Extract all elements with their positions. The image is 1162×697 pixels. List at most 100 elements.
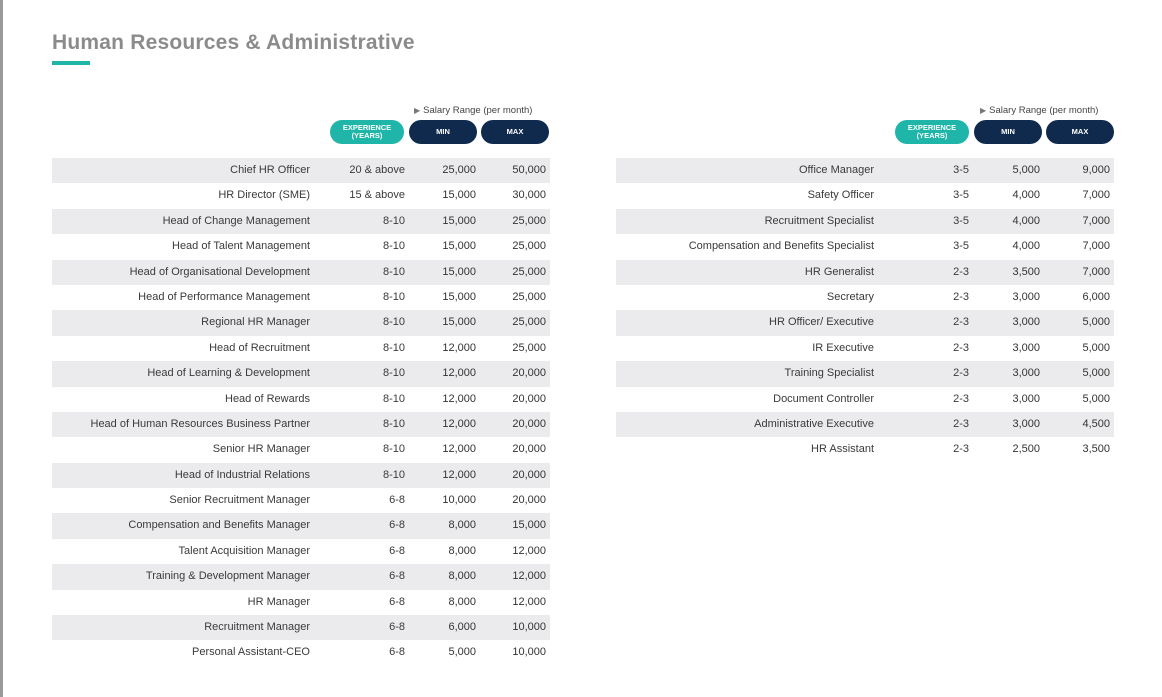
table-row: HR Officer/ Executive 2-3 3,000 5,000 <box>616 310 1114 336</box>
max-salary-cell: 6,000 <box>1082 290 1110 303</box>
min-salary-cell: 5,000 <box>1012 164 1040 176</box>
role-cell: Head of Organisational Development <box>129 265 310 278</box>
role-cell: Administrative Executive <box>754 417 874 430</box>
table-row: Head of Learning & Development 8-10 12,000… <box>52 361 550 387</box>
max-salary-cell: 12,000 <box>512 570 546 583</box>
left-salary-table: ▶ Salary Range (per month) EXPERIENCE (YEA… <box>52 105 550 675</box>
min-salary-cell: 3,000 <box>1012 417 1040 430</box>
experience-cell: 8-10 <box>382 240 405 253</box>
table-row: Safety Officer 3-5 4,000 7,000 <box>616 183 1114 208</box>
min-salary-cell: 12,000 <box>442 341 476 354</box>
table-row: Head of Industrial Relations 8-10 12,000 20… <box>52 462 550 489</box>
min-salary-cell: 12,000 <box>442 468 476 481</box>
table-row: Document Controller 2-3 3,000 5,000 <box>616 387 1114 412</box>
page-title: Human Resources & Administrative <box>52 31 415 54</box>
role-cell: Head of Performance Management <box>138 290 310 303</box>
experience-cell: 2-3 <box>953 316 969 329</box>
min-salary-cell: 3,000 <box>1012 367 1040 380</box>
max-salary-cell: 25,000 <box>512 240 546 253</box>
max-salary-cell: 7,000 <box>1082 240 1110 253</box>
min-salary-cell: 3,500 <box>1012 265 1040 278</box>
role-cell: Head of Talent Management <box>172 240 310 253</box>
min-salary-cell: 12,000 <box>442 417 476 430</box>
min-salary-cell: 15,000 <box>442 214 476 227</box>
min-salary-cell: 4,000 <box>1012 189 1040 202</box>
role-cell: Secretary <box>826 290 874 303</box>
min-salary-cell: 15,000 <box>442 189 476 202</box>
table-row: Chief HR Officer 20 & above 25,000 50,000 <box>52 158 550 184</box>
role-cell: HR Manager <box>247 595 310 608</box>
max-salary-cell: 3,500 <box>1082 443 1110 456</box>
max-salary-cell: 20,000 <box>512 367 546 380</box>
max-salary-cell: 25,000 <box>512 214 546 227</box>
table-row: Office Manager 3-5 5,000 9,000 <box>616 158 1114 184</box>
min-salary-cell: 2,500 <box>1012 443 1040 456</box>
role-cell: Talent Acquisition Manager <box>178 544 310 557</box>
experience-cell: 2-3 <box>953 265 969 278</box>
role-cell: Head of Learning & Development <box>147 367 310 380</box>
experience-cell: 3-5 <box>953 214 969 227</box>
max-salary-cell: 25,000 <box>512 341 546 354</box>
table-row: Recruitment Specialist 3-5 4,000 7,000 <box>616 208 1114 235</box>
experience-cell: 3-5 <box>953 164 969 176</box>
experience-cell: 6-8 <box>389 519 405 532</box>
min-header: MIN <box>974 120 1042 144</box>
max-salary-cell: 5,000 <box>1082 367 1110 380</box>
min-salary-cell: 15,000 <box>442 265 476 278</box>
role-cell: HR Director (SME) <box>218 189 310 202</box>
experience-cell: 8-10 <box>382 316 405 329</box>
max-salary-cell: 25,000 <box>512 316 546 329</box>
experience-cell: 8-10 <box>382 214 405 227</box>
role-cell: Office Manager <box>798 164 874 176</box>
table-row: Regional HR Manager 8-10 15,000 25,000 <box>52 310 550 336</box>
role-cell: HR Generalist <box>804 265 874 278</box>
experience-cell: 2-3 <box>953 392 969 405</box>
role-cell: Head of Recruitment <box>209 341 310 354</box>
max-salary-cell: 20,000 <box>512 468 546 481</box>
min-salary-cell: 3,000 <box>1012 392 1040 405</box>
table-row: Administrative Executive 2-3 3,000 4,500 <box>616 411 1114 438</box>
role-cell: Senior HR Manager <box>212 443 310 456</box>
experience-cell: 2-3 <box>953 443 969 456</box>
min-salary-cell: 8,000 <box>448 570 476 583</box>
role-cell: Head of Human Resources Business Partner <box>90 417 311 430</box>
experience-cell: 3-5 <box>953 189 969 202</box>
experience-cell: 6-8 <box>389 494 405 507</box>
play-triangle-icon: ▶ <box>980 106 987 115</box>
experience-cell: 8-10 <box>382 468 405 481</box>
table-row: Head of Recruitment 8-10 12,000 25,000 <box>52 336 550 361</box>
min-salary-cell: 4,000 <box>1012 240 1040 253</box>
experience-cell: 20 & above <box>349 164 405 176</box>
table-row: Recruitment Manager 6-8 6,000 10,000 <box>52 615 550 641</box>
experience-cell: 6-8 <box>389 646 405 659</box>
role-cell: Document Controller <box>773 392 874 405</box>
max-salary-cell: 20,000 <box>512 392 546 405</box>
salary-range-label: ▶ Salary Range (per month) <box>980 105 1099 116</box>
experience-cell: 3-5 <box>953 240 969 253</box>
table-row: Head of Human Resources Business Partner… <box>52 411 550 438</box>
max-salary-cell: 12,000 <box>512 544 546 557</box>
table-row: Training & Development Manager 6-8 8,000 12… <box>52 564 550 590</box>
min-salary-cell: 12,000 <box>442 392 476 405</box>
experience-cell: 2-3 <box>953 290 969 303</box>
table-row: Senior Recruitment Manager 6-8 10,000 20,00… <box>52 488 550 513</box>
role-cell: HR Officer/ Executive <box>769 316 874 329</box>
table-row: Head of Talent Management 8-10 15,000 25,00… <box>52 234 550 259</box>
table-row: Head of Organisational Development 8-10 15… <box>52 259 550 285</box>
min-salary-cell: 6,000 <box>448 621 476 634</box>
role-cell: Recruitment Specialist <box>764 214 874 227</box>
min-salary-cell: 3,000 <box>1012 316 1040 329</box>
right-salary-table: ▶ Salary Range (per month) EXPERIENCE (YEA… <box>616 105 1114 455</box>
max-salary-cell: 50,000 <box>512 164 546 176</box>
min-salary-cell: 15,000 <box>442 240 476 253</box>
max-salary-cell: 12,000 <box>512 595 546 608</box>
max-salary-cell: 7,000 <box>1082 265 1110 278</box>
experience-cell: 8-10 <box>382 367 405 380</box>
experience-cell: 2-3 <box>953 417 969 430</box>
min-salary-cell: 3,000 <box>1012 290 1040 303</box>
max-salary-cell: 10,000 <box>512 621 546 634</box>
table-row: HR Manager 6-8 8,000 12,000 <box>52 590 550 615</box>
role-cell: Head of Industrial Relations <box>174 468 310 481</box>
min-salary-cell: 12,000 <box>442 367 476 380</box>
min-salary-cell: 8,000 <box>448 519 476 532</box>
